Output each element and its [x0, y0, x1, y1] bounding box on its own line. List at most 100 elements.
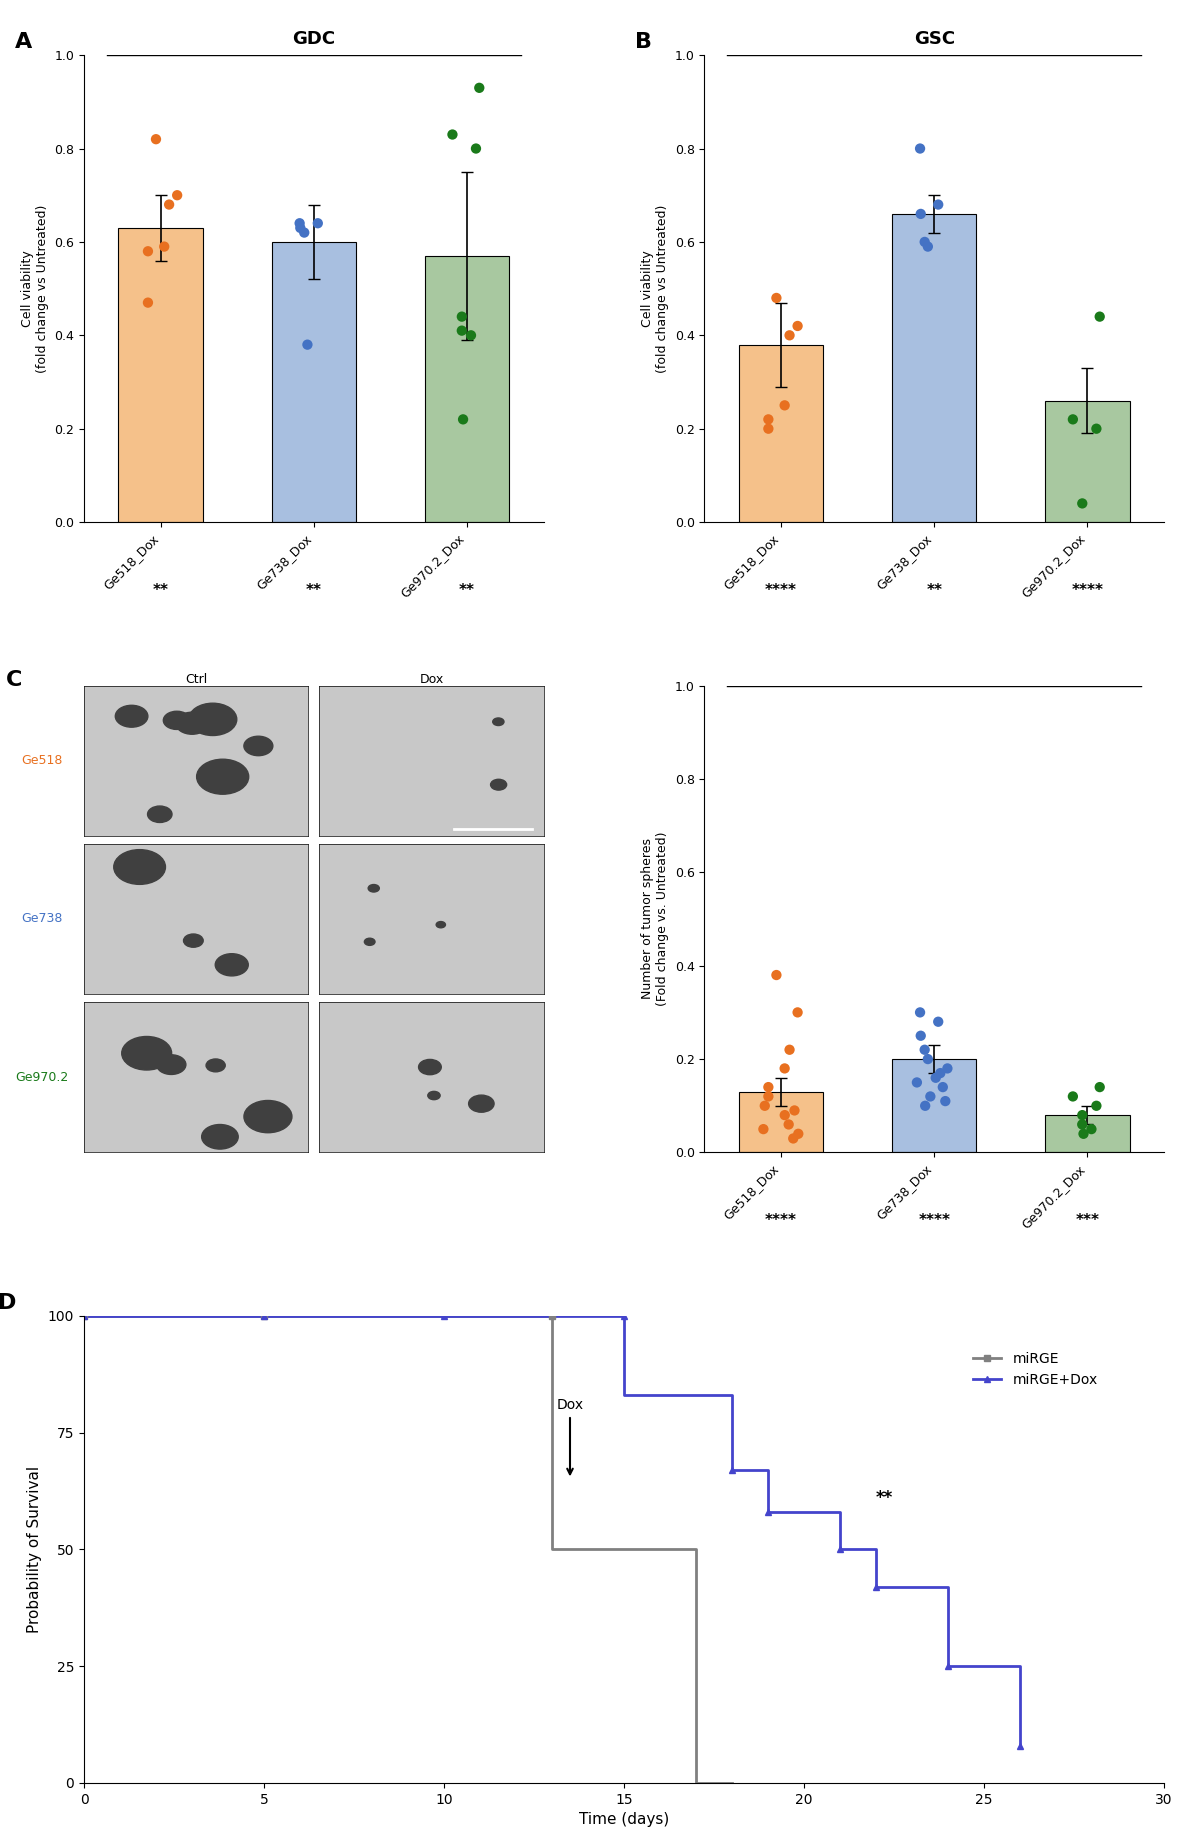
Point	[780, 1035, 799, 1064]
Point	[788, 1119, 808, 1149]
Point	[767, 959, 786, 989]
Point	[308, 208, 328, 237]
Point	[779, 1110, 798, 1140]
Circle shape	[419, 1059, 442, 1075]
Circle shape	[469, 1095, 494, 1112]
Point	[469, 74, 488, 103]
Circle shape	[188, 704, 236, 735]
Circle shape	[121, 1037, 172, 1070]
Point	[911, 1022, 930, 1051]
Point	[155, 232, 174, 261]
Bar	[892, 1059, 977, 1152]
Point	[936, 1086, 955, 1116]
Point	[775, 391, 794, 421]
miRGE+Dox	[941, 1654, 955, 1676]
Bar	[119, 228, 203, 522]
Point	[1073, 489, 1092, 518]
miRGE+Dox	[617, 1384, 631, 1406]
Point	[920, 1083, 940, 1112]
Point	[907, 1068, 926, 1097]
miRGE+Dox	[725, 1459, 739, 1481]
Point	[146, 125, 166, 154]
Text: ****: ****	[918, 1213, 950, 1228]
Bar	[739, 346, 823, 522]
Point	[452, 316, 472, 346]
Circle shape	[157, 1055, 186, 1075]
Bar	[1045, 1116, 1129, 1152]
Point	[918, 232, 937, 261]
Y-axis label: Probability of Survival: Probability of Survival	[28, 1467, 42, 1632]
Circle shape	[148, 807, 172, 822]
Point	[911, 134, 930, 164]
Point	[298, 331, 317, 360]
miRGE	[689, 1772, 703, 1794]
Point	[788, 311, 808, 340]
miRGE+Dox	[77, 1305, 91, 1327]
Y-axis label: Cell viability
(fold change vs Untreated): Cell viability (fold change vs Untreated…	[20, 204, 49, 373]
miRGE	[545, 1538, 559, 1560]
miRGE+Dox	[761, 1502, 775, 1524]
Circle shape	[163, 711, 191, 730]
Text: ****: ****	[1072, 583, 1104, 597]
Bar	[892, 213, 977, 522]
Point	[754, 1114, 773, 1143]
Circle shape	[215, 954, 248, 976]
Point	[929, 189, 948, 219]
Point	[916, 228, 935, 257]
Y-axis label: Number of tumor spheres
(Fold change vs. Untreated): Number of tumor spheres (Fold change vs.…	[641, 833, 670, 1005]
miRGE	[725, 1772, 739, 1794]
Circle shape	[202, 1125, 239, 1149]
Line: miRGE: miRGE	[84, 1316, 732, 1783]
Point	[168, 180, 187, 210]
Bar	[425, 255, 509, 522]
miRGE	[725, 1772, 739, 1794]
Text: ***: ***	[1075, 1213, 1099, 1228]
Circle shape	[244, 737, 272, 755]
Point	[1087, 414, 1106, 443]
Point	[1082, 1114, 1102, 1143]
Text: **: **	[876, 1489, 893, 1507]
miRGE+Dox	[833, 1502, 847, 1524]
Text: Dox: Dox	[557, 1399, 583, 1474]
Point	[1087, 1092, 1106, 1121]
Title: GSC: GSC	[913, 29, 955, 48]
Point	[916, 1092, 935, 1121]
Circle shape	[427, 1092, 440, 1099]
Point	[758, 404, 778, 434]
Text: **: **	[152, 583, 168, 597]
Point	[1074, 1119, 1093, 1149]
miRGE+Dox	[617, 1305, 631, 1327]
Text: ****: ****	[766, 583, 797, 597]
Point	[911, 998, 930, 1027]
Y-axis label: Ge970.2: Ge970.2	[16, 1072, 68, 1084]
Circle shape	[491, 779, 506, 790]
Point	[1090, 301, 1109, 331]
Y-axis label: Ge738: Ge738	[22, 912, 64, 926]
Point	[929, 1007, 948, 1037]
Point	[934, 1072, 953, 1101]
Point	[784, 1123, 803, 1152]
Point	[443, 119, 462, 149]
Circle shape	[244, 1101, 292, 1132]
Bar	[739, 1092, 823, 1152]
X-axis label: Time (days): Time (days)	[578, 1812, 670, 1827]
miRGE+Dox	[761, 1459, 775, 1481]
Circle shape	[493, 719, 504, 726]
Point	[938, 1053, 958, 1083]
Text: D: D	[0, 1292, 16, 1312]
miRGE	[689, 1538, 703, 1560]
Point	[767, 283, 786, 312]
Point	[785, 1095, 804, 1125]
Point	[911, 199, 930, 228]
Circle shape	[115, 706, 148, 728]
Point	[780, 320, 799, 349]
Point	[160, 189, 179, 219]
Point	[918, 1044, 937, 1073]
Point	[461, 320, 480, 349]
Point	[916, 1035, 935, 1064]
miRGE+Dox	[941, 1575, 955, 1597]
Point	[758, 414, 778, 443]
Point	[931, 1059, 950, 1088]
Text: ****: ****	[766, 1213, 797, 1228]
Circle shape	[114, 849, 166, 884]
